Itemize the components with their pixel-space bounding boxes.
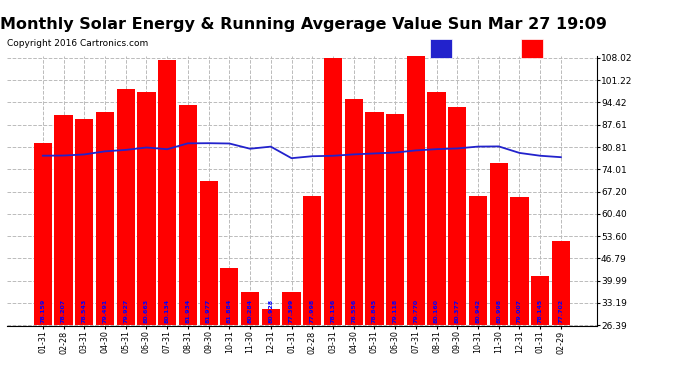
Bar	[137, 92, 155, 325]
Bar	[324, 58, 342, 325]
Text: 78.159: 78.159	[40, 298, 46, 322]
Bar	[34, 143, 52, 325]
Text: Average  ($): Average ($)	[453, 44, 516, 52]
Bar	[552, 242, 570, 325]
Text: 80.942: 80.942	[475, 298, 480, 322]
Bar	[75, 118, 93, 325]
Bar	[428, 92, 446, 325]
Text: 80.284: 80.284	[248, 298, 253, 322]
Text: 78.136: 78.136	[331, 298, 335, 322]
Bar	[282, 292, 301, 325]
FancyBboxPatch shape	[430, 39, 451, 58]
Bar	[96, 112, 114, 325]
Text: 81.934: 81.934	[186, 298, 190, 322]
FancyBboxPatch shape	[521, 39, 543, 58]
Bar	[199, 181, 218, 325]
Bar	[344, 99, 363, 325]
Bar	[262, 309, 280, 325]
Text: 78.845: 78.845	[372, 298, 377, 322]
Text: 80.998: 80.998	[496, 298, 501, 322]
Text: Monthly Solar Energy & Running Avgerage Value Sun Mar 27 19:09: Monthly Solar Energy & Running Avgerage …	[0, 17, 607, 32]
Text: 78.556: 78.556	[351, 298, 356, 322]
Text: 78.145: 78.145	[538, 298, 543, 322]
Text: 79.770: 79.770	[413, 298, 418, 322]
Text: 78.207: 78.207	[61, 298, 66, 322]
Text: 77.399: 77.399	[289, 298, 294, 322]
Text: 81.884: 81.884	[227, 298, 232, 322]
Bar	[220, 268, 239, 325]
Bar	[241, 292, 259, 325]
Text: 80.928: 80.928	[268, 298, 273, 322]
Bar	[406, 56, 425, 325]
Text: 81.977: 81.977	[206, 298, 211, 322]
Text: 77.998: 77.998	[310, 298, 315, 322]
Bar	[303, 195, 322, 325]
Bar	[531, 276, 549, 325]
Text: 80.160: 80.160	[434, 298, 439, 322]
Text: 79.007: 79.007	[517, 298, 522, 322]
Bar	[179, 105, 197, 325]
Text: 78.543: 78.543	[82, 298, 87, 322]
Text: 80.377: 80.377	[455, 298, 460, 322]
Bar	[469, 195, 487, 325]
Bar	[448, 107, 466, 325]
Bar	[511, 197, 529, 325]
Bar	[365, 112, 384, 325]
Text: 77.702: 77.702	[558, 298, 564, 322]
Bar	[386, 114, 404, 325]
Bar	[158, 60, 176, 325]
Text: 79.927: 79.927	[124, 298, 128, 322]
Text: 80.663: 80.663	[144, 298, 149, 322]
Bar	[55, 115, 72, 325]
Text: 79.491: 79.491	[103, 298, 108, 322]
Text: Copyright 2016 Cartronics.com: Copyright 2016 Cartronics.com	[7, 39, 148, 48]
Text: 80.134: 80.134	[165, 298, 170, 322]
Bar	[490, 163, 508, 325]
Bar	[117, 89, 135, 325]
Text: 79.118: 79.118	[393, 298, 397, 322]
Text: Monthly  ($): Monthly ($)	[545, 44, 607, 52]
